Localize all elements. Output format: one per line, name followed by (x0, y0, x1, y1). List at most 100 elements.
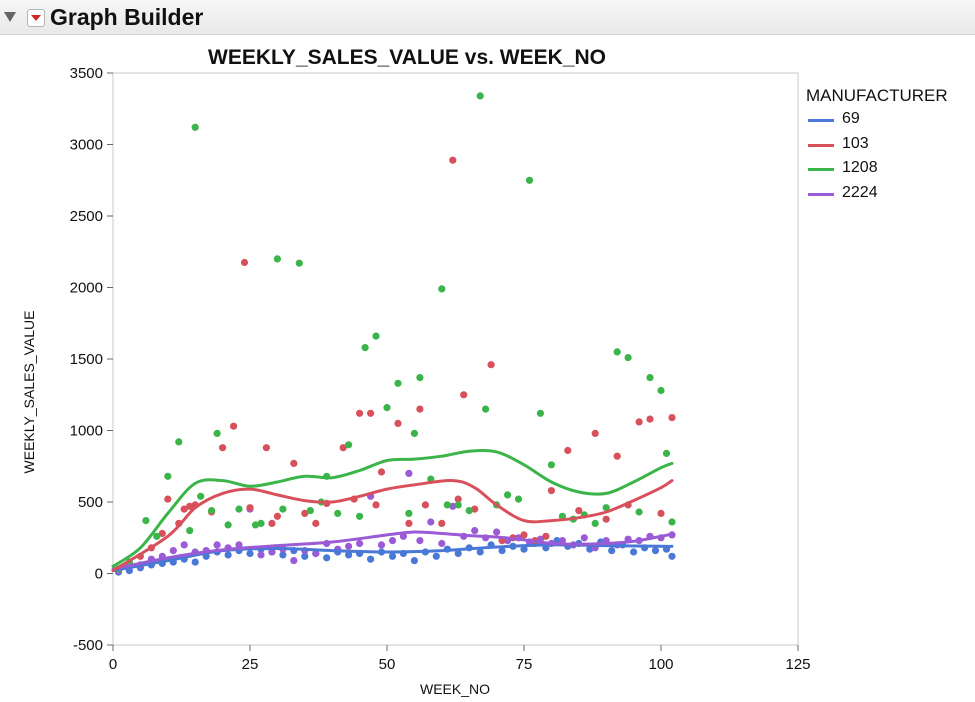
series-103-smoother-line (111, 479, 674, 573)
data-point (361, 344, 369, 352)
data-point (383, 404, 391, 412)
data-point (405, 519, 413, 527)
legend-swatch (808, 119, 834, 122)
legend-label: 69 (842, 110, 860, 127)
data-point (608, 547, 616, 555)
data-point (169, 547, 177, 555)
data-point (257, 519, 265, 527)
y-tick-label: 2500 (70, 208, 103, 225)
data-point (257, 551, 265, 559)
data-point (345, 542, 353, 550)
data-point (602, 504, 610, 512)
y-tick-label: 1500 (70, 351, 103, 368)
legend-item-2224[interactable]: 2224 (806, 184, 948, 209)
y-tick-label: -500 (73, 637, 103, 654)
data-point (158, 529, 166, 538)
data-point (438, 539, 446, 548)
data-point (235, 505, 243, 513)
y-tick-label: 3500 (70, 65, 103, 82)
data-point (312, 519, 320, 527)
data-point (454, 501, 462, 509)
data-point (646, 374, 654, 382)
legend-item-1208[interactable]: 1208 (806, 159, 948, 184)
data-point (290, 459, 298, 467)
data-point (635, 418, 643, 426)
data-point (613, 452, 621, 460)
app-title: Graph Builder (50, 4, 204, 30)
data-point (356, 539, 364, 548)
data-point (580, 534, 588, 542)
data-point (668, 518, 676, 526)
data-point (279, 551, 287, 559)
y-tick-label: 500 (78, 494, 103, 511)
legend-swatch (808, 143, 834, 147)
data-point (575, 507, 583, 515)
data-point (213, 541, 221, 549)
data-point (235, 541, 243, 549)
data-point (301, 509, 309, 517)
data-point (547, 487, 556, 495)
data-point (536, 409, 545, 417)
x-tick-label: 75 (516, 656, 533, 673)
y-tick-label: 2000 (70, 280, 103, 297)
y-axis: -500 0 500 1000 1500 2000 2500 3000 3500 (70, 65, 113, 654)
data-point (405, 509, 413, 517)
data-point (323, 554, 331, 562)
data-point (416, 537, 424, 545)
data-point (630, 548, 638, 556)
data-point (454, 549, 462, 558)
legend-title: MANUFACTURER (806, 86, 948, 105)
x-tick-label: 0 (109, 656, 117, 673)
data-point (602, 515, 610, 523)
series-1208-smoother-line (111, 448, 674, 568)
data-point (334, 509, 342, 517)
red-triangle-menu-icon[interactable] (27, 9, 45, 27)
data-point (646, 415, 654, 423)
data-point (295, 259, 303, 267)
data-point (410, 429, 418, 437)
data-point (388, 552, 397, 560)
data-point (482, 405, 490, 413)
legend-swatch (808, 168, 834, 171)
graph-builder-header: Graph Builder (0, 0, 975, 35)
data-point (476, 548, 484, 556)
legend: MANUFACTURER 69 103 1208 2224 (806, 86, 948, 208)
x-tick-label: 125 (785, 656, 810, 673)
data-point (186, 527, 194, 535)
data-point (164, 495, 172, 503)
data-point (465, 507, 473, 515)
data-point (547, 461, 556, 469)
data-point (657, 386, 665, 395)
data-point (591, 429, 599, 437)
data-point (191, 558, 199, 566)
x-axis-label: WEEK_NO (420, 681, 490, 697)
data-point (367, 555, 375, 563)
data-point (460, 391, 468, 399)
legend-item-103[interactable]: 103 (806, 135, 948, 160)
data-point (454, 495, 462, 503)
data-point (438, 519, 446, 527)
data-point (416, 374, 424, 382)
disclosure-triangle-icon[interactable] (4, 12, 16, 22)
data-point (213, 429, 221, 437)
data-point (394, 419, 402, 427)
data-point (635, 508, 643, 516)
data-point (388, 537, 397, 545)
data-point (443, 501, 451, 509)
data-point (624, 354, 632, 362)
data-point (372, 501, 380, 509)
data-point (525, 176, 534, 184)
legend-item-69[interactable]: 69 (806, 110, 948, 135)
data-point (356, 512, 364, 520)
data-point (613, 348, 621, 356)
data-point (251, 521, 260, 529)
series-2224-smoother-line (111, 530, 674, 571)
data-point (312, 549, 320, 558)
data-point (142, 517, 150, 525)
data-point (416, 405, 424, 413)
data-point (591, 519, 599, 527)
data-point (427, 518, 435, 526)
data-point (268, 548, 276, 556)
data-point (301, 552, 309, 560)
data-point (514, 495, 523, 503)
